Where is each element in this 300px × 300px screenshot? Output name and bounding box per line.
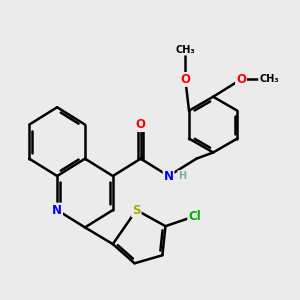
Text: N: N [164, 169, 174, 182]
Text: H: H [178, 171, 186, 181]
Text: O: O [136, 118, 146, 131]
Text: CH₃: CH₃ [176, 45, 195, 55]
Text: S: S [132, 204, 141, 217]
Text: CH₃: CH₃ [259, 74, 279, 84]
Text: O: O [236, 73, 246, 86]
Text: Cl: Cl [188, 210, 201, 223]
Text: O: O [180, 73, 190, 86]
Text: N: N [52, 204, 62, 217]
